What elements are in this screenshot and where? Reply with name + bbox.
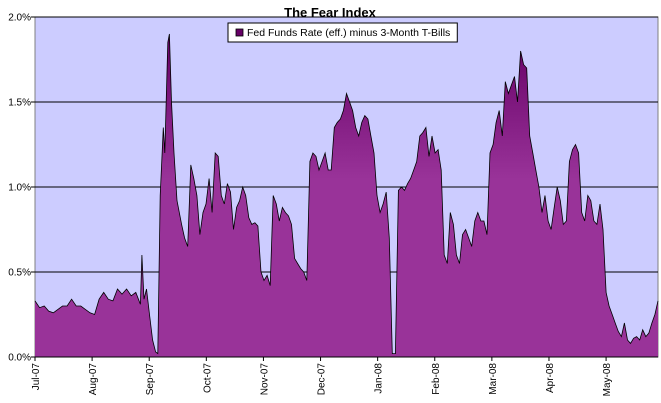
series-line: [34, 33, 659, 355]
x-axis: Jul-07 Aug-07 Sep-07 Oct-07 Nov-07 Dec-07 Jan-…: [31, 356, 658, 397]
x-tick-label: Aug-07: [88, 363, 99, 396]
x-tick-label: Nov-07: [259, 363, 270, 396]
y-axis: 0.0% 0.5% 1.0% 1.5% 2.0%: [8, 13, 35, 364]
legend-swatch: [235, 28, 244, 37]
legend: Fed Funds Rate (eff.) minus 3-Month T-Bi…: [227, 22, 458, 43]
chart-title: The Fear Index: [284, 5, 377, 20]
x-tick-label: Oct-07: [202, 363, 213, 393]
legend-label: Fed Funds Rate (eff.) minus 3-Month T-Bi…: [247, 27, 450, 39]
series-area: [35, 34, 658, 357]
x-tick-label: Jul-07: [31, 363, 42, 391]
y-tick-label: 1.5%: [8, 98, 31, 109]
x-tick-label: Feb-08: [431, 363, 442, 395]
y-tick-label: 1.0%: [8, 183, 31, 194]
x-tick-label: Jan-08: [374, 363, 385, 394]
y-tick-label: 0.0%: [8, 353, 31, 364]
x-tick-label: May-08: [602, 363, 613, 397]
y-tick-label: 2.0%: [8, 13, 31, 24]
x-tick-label: Sep-07: [145, 363, 156, 396]
legend-box: [227, 22, 458, 43]
y-tick-label: 0.5%: [8, 268, 31, 279]
x-tick-label: Mar-08: [488, 363, 499, 395]
series-group: [34, 33, 659, 357]
x-tick-label: Dec-07: [317, 363, 328, 396]
x-tick-label: Apr-08: [545, 363, 556, 393]
